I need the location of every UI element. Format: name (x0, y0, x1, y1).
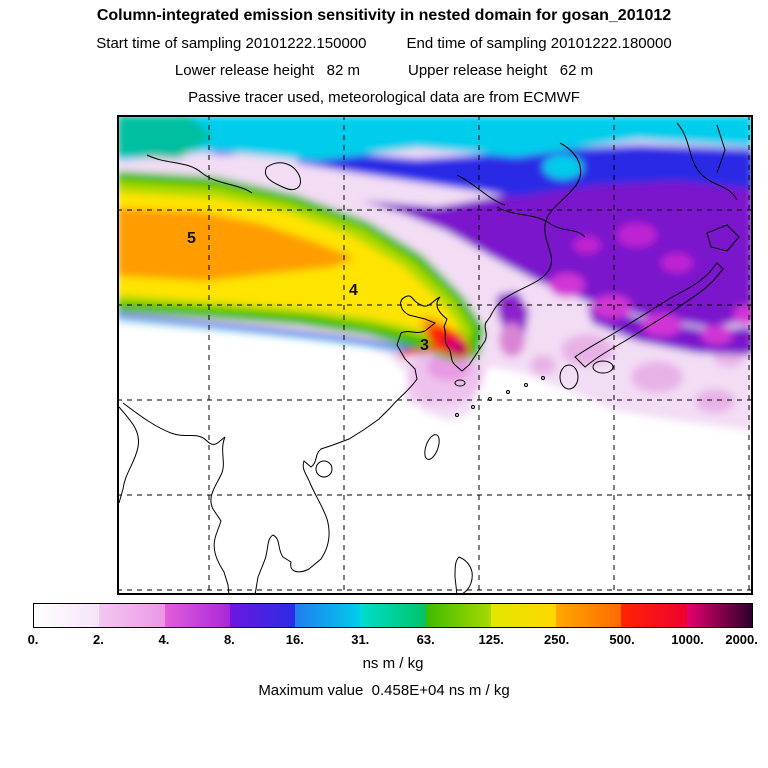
map-gridlines (117, 115, 753, 595)
contour-label: 5 (187, 230, 196, 247)
plume-field (117, 115, 753, 595)
colorbar-segment (490, 604, 557, 627)
colorbar-segment (425, 604, 491, 627)
contour-label: 4 (349, 282, 358, 299)
lower-release-label: Lower release height 82 m (174, 62, 360, 79)
colorbar-tick-label: 4. (158, 632, 170, 647)
colorbar-segment (229, 604, 296, 627)
map-frame (117, 115, 753, 595)
colorbar-tick-label: 500. (609, 632, 635, 647)
upper-release-label: Upper release height 62 m (408, 62, 594, 79)
colorbar (33, 603, 753, 628)
page-title: Column-integrated emission sensitivity i… (96, 7, 672, 24)
colorbar-tick-label: 125. (478, 632, 504, 647)
tracer-info-label: Passive tracer used, meteorological data… (188, 89, 580, 106)
colorbar-units-label: ns m / kg (362, 655, 424, 672)
colorbar-tick-label: 2. (93, 632, 104, 647)
emission-sensitivity-map: 5 4 3 (117, 115, 753, 596)
colorbar-tick-label: 0. (27, 632, 39, 647)
colorbar-segment (164, 604, 230, 627)
colorbar-ticks: 0. 2. 4. 8. 16. 31. 63. 125. 250. 500. 1000. 2000. (28, 632, 758, 650)
colorbar-tick-label: 63. (416, 632, 435, 647)
start-time-label: Start time of sampling 20101222.150000 (96, 35, 367, 52)
release-heights-row: Lower release height 82 m Upper release … (0, 62, 768, 79)
colorbar-segment (686, 604, 752, 627)
maximum-value-label: Maximum value 0.458E+04 ns m / kg (258, 682, 510, 699)
colorbar-segment (295, 604, 361, 627)
colorbar-segments (34, 604, 752, 627)
colorbar-tick-label: 1000. (671, 632, 704, 647)
contour-labels: 5 4 3 (187, 230, 429, 354)
colorbar-segment (621, 604, 687, 627)
colorbar-tick-label: 31. (351, 632, 370, 647)
map-plot: 5 4 3 (117, 115, 753, 596)
end-time-label: End time of sampling 20101222.180000 (406, 35, 672, 52)
coastlines (118, 122, 740, 596)
sampling-times-row: Start time of sampling 20101222.150000 E… (0, 35, 768, 52)
contour-label: 3 (420, 337, 429, 354)
colorbar-segment (556, 604, 622, 627)
colorbar-tick-label: 250. (543, 632, 570, 647)
colorbar-segment (360, 604, 426, 627)
colorbar-tick-label: 8. (223, 632, 235, 647)
colorbar-tick-label: 16. (285, 632, 304, 647)
colorbar-segment (99, 604, 165, 627)
colorbar-segment (34, 604, 100, 627)
colorbar-tick-label: 2000. (725, 632, 758, 647)
